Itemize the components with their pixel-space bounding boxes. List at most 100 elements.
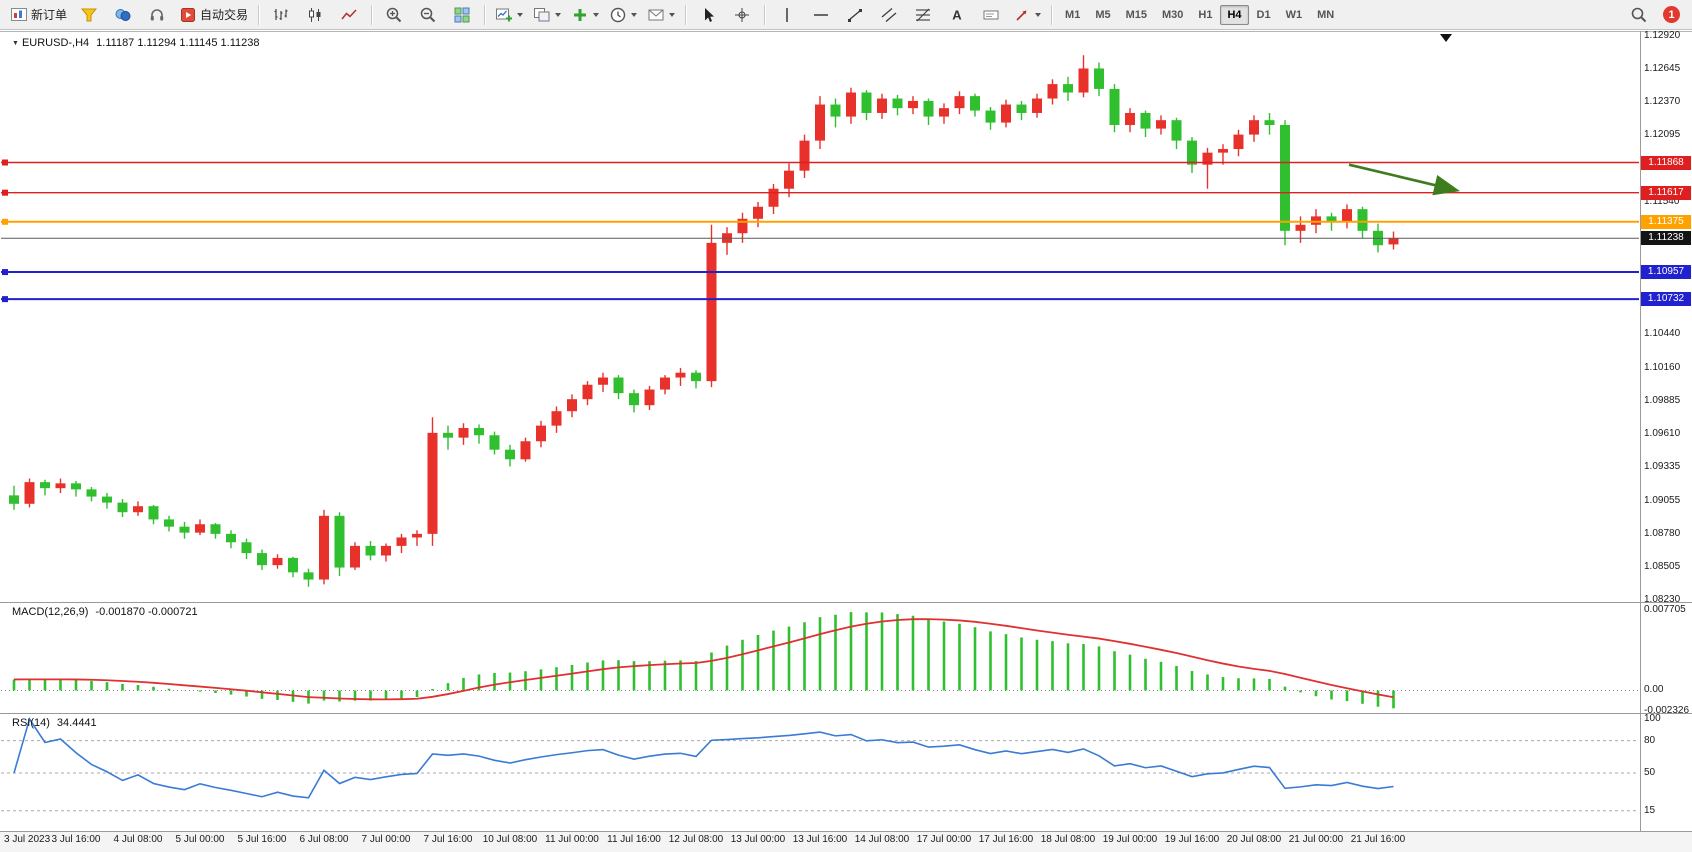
candle bbox=[629, 389, 639, 413]
fibonacci-icon bbox=[916, 8, 931, 21]
candle bbox=[830, 98, 841, 128]
timeframe-button-d1[interactable]: D1 bbox=[1256, 8, 1271, 21]
zoom-out-button[interactable] bbox=[412, 2, 444, 28]
chart-canvas[interactable] bbox=[0, 31, 1692, 852]
macd-axis-label: 0.007705 bbox=[1644, 604, 1686, 615]
price-badge: 1.10957 bbox=[1641, 265, 1691, 280]
candle bbox=[1032, 93, 1042, 118]
macd-axis-label: 0.00 bbox=[1644, 684, 1664, 696]
timeframe-button-h1[interactable]: H1 bbox=[1198, 8, 1213, 21]
price-badge: 1.10732 bbox=[1641, 292, 1691, 307]
crosshair-tool-button[interactable] bbox=[726, 2, 758, 28]
new-chart-button[interactable] bbox=[491, 2, 527, 28]
candle bbox=[505, 444, 515, 467]
candlestick-chart-button[interactable] bbox=[299, 2, 331, 28]
time-label: 19 Jul 16:00 bbox=[1164, 834, 1220, 845]
candle bbox=[846, 87, 856, 124]
macd-header: MACD(12,26,9) -0.001870 -0.000721 bbox=[12, 606, 198, 618]
autotrading-button[interactable]: 自动交易 bbox=[175, 2, 252, 28]
support-button[interactable] bbox=[141, 2, 173, 28]
time-label: 21 Jul 00:00 bbox=[1288, 834, 1344, 845]
tile-windows-button[interactable] bbox=[446, 2, 478, 28]
funnel-button[interactable] bbox=[73, 2, 105, 28]
cursor-tool-button[interactable] bbox=[692, 2, 724, 28]
vertical-line-tool-button[interactable] bbox=[771, 2, 803, 28]
collapse-triangle-icon[interactable]: ▼ bbox=[12, 40, 19, 47]
new-order-button[interactable]: 新订单 bbox=[6, 2, 71, 28]
candle bbox=[381, 543, 391, 562]
macd-signal-line bbox=[13, 618, 1394, 701]
candle bbox=[334, 512, 345, 576]
time-label: 11 Jul 16:00 bbox=[607, 834, 661, 845]
candle bbox=[86, 486, 97, 502]
period-button[interactable] bbox=[605, 2, 641, 28]
line-handle[interactable] bbox=[2, 218, 8, 225]
timeframe-button-h4[interactable]: H4 bbox=[1220, 4, 1249, 25]
chart-profiles-button[interactable] bbox=[529, 2, 565, 28]
line-handle[interactable] bbox=[2, 269, 8, 276]
timeframe-button-m30[interactable]: M30 bbox=[1162, 8, 1184, 21]
candle bbox=[272, 554, 283, 569]
label-tool-button[interactable] bbox=[975, 2, 1007, 28]
zoom-in-icon bbox=[386, 7, 402, 22]
candle bbox=[489, 431, 500, 455]
text-tool-button[interactable]: A bbox=[941, 2, 973, 28]
rsi-axis-label: 80 bbox=[1644, 734, 1656, 746]
timeframe-button-m1[interactable]: M1 bbox=[1065, 8, 1081, 21]
horizontal-line-icon bbox=[814, 13, 829, 16]
candle bbox=[1109, 84, 1120, 133]
candle bbox=[1078, 55, 1089, 98]
candle bbox=[877, 93, 887, 119]
search-button[interactable] bbox=[1623, 2, 1655, 28]
time-label: 3 Jul 2023 bbox=[4, 834, 51, 845]
candle bbox=[861, 90, 872, 121]
line-handle[interactable] bbox=[2, 159, 8, 166]
candle bbox=[613, 375, 624, 400]
chevron-down-icon bbox=[555, 12, 562, 17]
candle bbox=[706, 224, 717, 388]
candle bbox=[133, 501, 143, 516]
add-indicator-icon bbox=[574, 8, 587, 21]
candle bbox=[799, 134, 810, 178]
price-axis[interactable]: 1.129201.126451.123701.120951.118201.115… bbox=[1641, 0, 1692, 852]
bar-chart-button[interactable] bbox=[265, 2, 297, 28]
timeframe-button-m5[interactable]: M5 bbox=[1095, 8, 1111, 21]
template-button[interactable] bbox=[643, 2, 679, 28]
candle bbox=[102, 492, 112, 509]
price-tick: 1.09885 bbox=[1644, 394, 1681, 406]
add-indicator-button[interactable] bbox=[567, 2, 603, 28]
candle bbox=[1016, 100, 1027, 121]
arrows-tool-button[interactable] bbox=[1009, 2, 1045, 28]
time-axis[interactable]: 3 Jul 2023 3 Jul 16:00 4 Jul 08:00 5 Jul 00… bbox=[0, 832, 1692, 852]
fibonacci-tool-button[interactable] bbox=[907, 2, 939, 28]
candle bbox=[458, 423, 469, 445]
channel-icon bbox=[881, 7, 897, 22]
candle bbox=[179, 521, 190, 539]
arrow-object-icon bbox=[1016, 10, 1027, 21]
candle bbox=[319, 509, 329, 585]
chevron-down-icon bbox=[669, 12, 676, 17]
chart-symbol-title: EURUSD-,H4 bbox=[21, 37, 90, 49]
candle bbox=[9, 485, 19, 510]
notification-badge[interactable]: 1 bbox=[1663, 6, 1680, 23]
candle bbox=[598, 372, 608, 392]
candle bbox=[117, 498, 128, 518]
timeframe-button-m15[interactable]: M15 bbox=[1125, 8, 1147, 21]
line-handle[interactable] bbox=[2, 189, 8, 196]
line-chart-button[interactable] bbox=[333, 2, 365, 28]
zoom-in-button[interactable] bbox=[378, 2, 410, 28]
trend-arrow-object[interactable] bbox=[1348, 163, 1461, 196]
time-label: 6 Jul 08:00 bbox=[299, 834, 349, 845]
time-label: 10 Jul 08:00 bbox=[482, 834, 538, 845]
candle bbox=[210, 523, 221, 539]
timeframe-button-w1[interactable]: W1 bbox=[1285, 8, 1303, 21]
price-tick: 1.08230 bbox=[1644, 594, 1681, 605]
trendline-tool-button[interactable] bbox=[839, 2, 871, 28]
timeframe-button-mn[interactable]: MN bbox=[1317, 8, 1335, 21]
line-handle[interactable] bbox=[2, 296, 8, 303]
new-order-label: 新订单 bbox=[31, 8, 68, 22]
horizontal-line-tool-button[interactable] bbox=[805, 2, 837, 28]
channel-tool-button[interactable] bbox=[873, 2, 905, 28]
candle bbox=[474, 424, 484, 444]
profiles-button[interactable] bbox=[107, 2, 139, 28]
